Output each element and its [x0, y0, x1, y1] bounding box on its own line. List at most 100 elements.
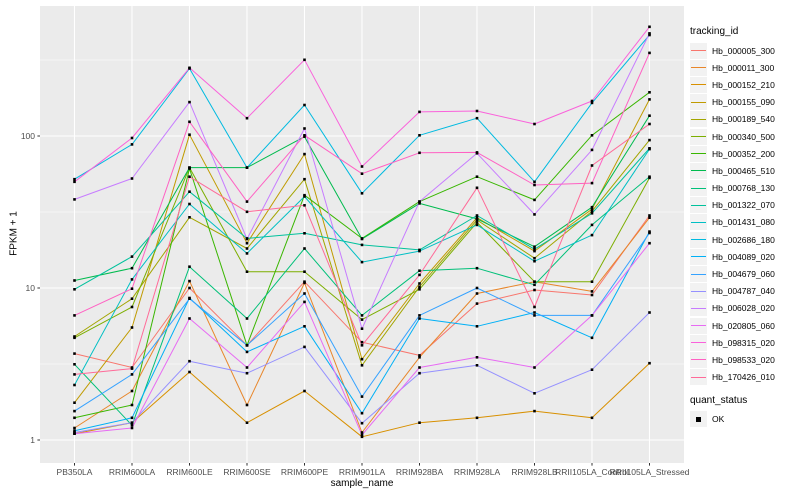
- data-point: [418, 200, 421, 203]
- data-point: [73, 432, 76, 435]
- data-point: [590, 207, 594, 211]
- x-tick-label: RRIM600LE: [166, 467, 213, 477]
- data-point: [73, 383, 76, 387]
- data-point: [590, 223, 594, 227]
- legend-item-quant-ok: OK: [690, 411, 798, 428]
- data-point: [245, 270, 249, 273]
- data-point: [73, 363, 76, 366]
- legend-item-Hb_001431_080: Hb_001431_080: [690, 214, 798, 231]
- data-point: [533, 288, 536, 292]
- data-point: [245, 210, 249, 214]
- data-point: [590, 293, 594, 297]
- legend-key-icon: [690, 111, 707, 128]
- data-point: [590, 280, 594, 283]
- data-point: [475, 286, 479, 290]
- data-point: [360, 431, 364, 434]
- data-point: [303, 389, 306, 393]
- legend-key-icon: [690, 266, 707, 283]
- data-point: [73, 373, 76, 376]
- data-point: [130, 287, 134, 290]
- data-point: [533, 280, 536, 283]
- data-point: [533, 249, 536, 253]
- x-tick-label: RRIM600SE: [223, 467, 271, 477]
- legend-label: Hb_004679_060: [712, 269, 775, 280]
- data-point: [303, 270, 306, 273]
- data-point: [533, 409, 536, 413]
- data-point: [418, 202, 421, 205]
- data-point: [475, 223, 479, 227]
- data-point: [475, 175, 479, 178]
- data-point: [648, 311, 651, 314]
- data-point: [418, 421, 421, 424]
- data-point: [648, 147, 651, 151]
- data-point: [475, 302, 479, 305]
- data-point: [73, 409, 76, 413]
- data-point: [130, 177, 134, 180]
- x-tick-label: RRIM928LA: [454, 467, 501, 477]
- data-point: [73, 352, 76, 355]
- y-tick-label: 10: [26, 283, 36, 293]
- legend-label: Hb_004089_020: [712, 251, 775, 262]
- data-point: [188, 216, 191, 219]
- data-point: [475, 416, 479, 420]
- data-point: [418, 249, 421, 253]
- data-point: [360, 165, 364, 168]
- data-point: [418, 134, 421, 137]
- data-point: [188, 120, 191, 124]
- data-point: [360, 192, 364, 195]
- data-point: [130, 389, 134, 393]
- data-point: [188, 279, 191, 283]
- data-point: [73, 401, 76, 404]
- data-point: [303, 232, 306, 235]
- data-point: [360, 395, 364, 398]
- data-point: [533, 183, 536, 187]
- data-point: [130, 255, 134, 258]
- data-point: [245, 371, 249, 375]
- data-point: [475, 292, 479, 295]
- data-point: [188, 166, 191, 169]
- data-point: [475, 221, 479, 224]
- data-point: [590, 101, 594, 105]
- data-point: [590, 212, 594, 215]
- quant-ok-key-icon: [690, 411, 707, 428]
- data-point: [130, 426, 134, 430]
- data-point: [360, 433, 364, 437]
- data-point: [188, 265, 191, 268]
- data-point: [590, 209, 594, 213]
- data-point: [475, 217, 479, 221]
- data-point: [130, 416, 134, 420]
- legend-label: Hb_170426_010: [712, 372, 775, 383]
- x-tick-label: RRIM928BA: [396, 467, 444, 477]
- data-point: [418, 354, 421, 357]
- data-point: [303, 195, 306, 198]
- data-point: [648, 91, 651, 94]
- data-point: [648, 214, 651, 217]
- data-point: [590, 99, 594, 103]
- data-point: [418, 285, 421, 288]
- y-tick-label: 1: [30, 435, 35, 445]
- legend-label: Hb_001322_070: [712, 200, 775, 211]
- legend-title-tracking-id: tracking_id: [690, 26, 739, 37]
- data-point: [648, 25, 651, 29]
- data-point: [648, 216, 651, 219]
- data-point: [188, 190, 191, 193]
- data-point: [418, 366, 421, 369]
- data-point: [245, 421, 249, 424]
- data-point: [590, 416, 594, 420]
- legend-item-Hb_000155_090: Hb_000155_090: [690, 94, 798, 111]
- legend-item-Hb_004679_060: Hb_004679_060: [690, 265, 798, 283]
- data-point: [475, 186, 479, 190]
- data-point: [475, 266, 479, 270]
- legend-label: Hb_000152_210: [712, 79, 775, 90]
- data-point: [648, 241, 651, 245]
- data-point: [418, 288, 421, 291]
- data-point: [188, 133, 191, 136]
- data-point: [418, 273, 421, 277]
- data-point: [245, 350, 249, 354]
- data-point: [648, 361, 651, 365]
- data-point: [303, 345, 306, 349]
- x-tick-label: RRIM901LA: [339, 467, 386, 477]
- data-point: [245, 241, 249, 245]
